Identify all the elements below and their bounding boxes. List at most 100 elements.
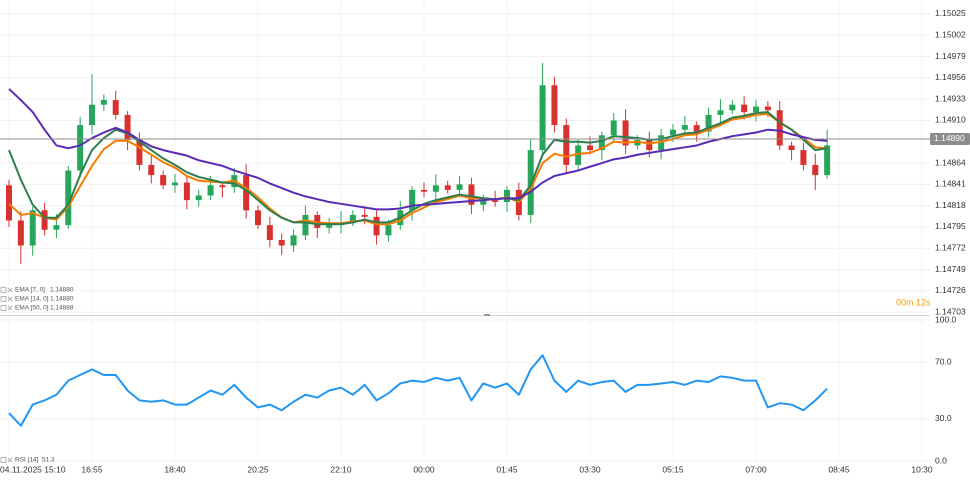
x-tick-label: 04.11.2025 15:10 <box>0 464 66 474</box>
legend-value: 1.14880 <box>50 287 74 294</box>
line <box>8 111 828 226</box>
current-price-box <box>930 132 970 145</box>
candle-body <box>172 182 178 186</box>
legend-value: 1.14880 <box>50 296 74 303</box>
y-tick-label: 1.14703 <box>935 306 966 316</box>
candle-body <box>243 175 250 211</box>
x-tick-label: 01:45 <box>496 464 518 474</box>
candle-body <box>432 185 439 192</box>
y-tick-label: 1.14795 <box>935 221 966 231</box>
legend-label: EMA [14, 0] <box>15 296 49 303</box>
candle-body <box>421 189 427 192</box>
legend-label: RSI [14] <box>15 457 39 464</box>
candle-body <box>41 210 48 230</box>
legend-icon <box>7 287 13 293</box>
candle-body <box>444 185 451 190</box>
candle-body <box>207 185 214 196</box>
candle-body <box>812 164 819 176</box>
candle-body <box>160 175 167 186</box>
y-tick-label: 70.0 <box>935 357 952 367</box>
y-tick-label: 100.0 <box>935 314 957 324</box>
candle-body <box>681 125 688 130</box>
candle-body <box>195 195 202 201</box>
candle-body <box>278 239 285 246</box>
legend-icon <box>7 296 13 302</box>
candle-body <box>302 214 309 236</box>
candle-body <box>504 189 510 202</box>
candle-body <box>788 145 795 151</box>
candle-body <box>764 106 771 111</box>
countdown: 00m 12s <box>896 297 931 307</box>
candle-body <box>100 100 107 105</box>
pane-handle <box>484 314 490 316</box>
candle-body <box>753 106 759 113</box>
x-tick-label: 18:40 <box>164 464 186 474</box>
candle-body <box>385 225 392 236</box>
legend-icon <box>7 457 13 463</box>
candle-body <box>65 170 72 226</box>
candle-body <box>824 145 831 176</box>
candle-body <box>148 164 155 176</box>
y-tick-label: 1.14841 <box>935 179 966 189</box>
candle-body <box>575 145 582 165</box>
x-tick-label: 08:45 <box>828 464 850 474</box>
x-tick-label: 05:15 <box>662 464 684 474</box>
candle-body <box>492 200 499 202</box>
candle-body <box>598 135 605 151</box>
candle-body <box>17 220 24 246</box>
candle-body <box>373 216 380 236</box>
candle-body <box>670 129 676 136</box>
x-tick-label: 03:30 <box>579 464 601 474</box>
candle-body <box>6 185 12 221</box>
candle-body <box>266 225 273 240</box>
candle-body <box>255 210 261 226</box>
legend-icon <box>0 287 7 293</box>
legend-label: EMA [7, 0] <box>15 287 45 294</box>
candle-body <box>136 139 143 165</box>
x-tick-label: 22:10 <box>330 464 352 474</box>
candle-body <box>77 125 84 171</box>
candle-body <box>610 120 617 136</box>
y-tick-label: 1.14864 <box>935 157 966 167</box>
candle-body <box>456 184 463 190</box>
legend-icon <box>7 305 13 311</box>
plot-area <box>0 63 930 427</box>
y-tick-label: 30.0 <box>935 413 952 423</box>
legend-value: 1.14888 <box>50 305 74 312</box>
y-tick-label: 1.15002 <box>935 29 966 39</box>
candle-body <box>219 185 226 188</box>
y-tick-label: 1.14933 <box>935 93 966 103</box>
y-tick-label: 0.0 <box>935 455 947 465</box>
y-tick-label: 1.14910 <box>935 115 966 125</box>
y-tick-label: 1.14749 <box>935 264 966 274</box>
candle-body <box>29 210 36 246</box>
candle-body <box>741 104 748 113</box>
line <box>8 354 828 427</box>
x-tick-label: 07:00 <box>745 464 767 474</box>
y-tick-label: 1.14726 <box>935 285 966 295</box>
candle-body <box>563 125 570 165</box>
y-tick-label: 1.14956 <box>935 72 966 82</box>
candle-body <box>361 214 368 217</box>
candle-body <box>776 110 783 146</box>
candle-body <box>717 110 724 115</box>
candle-body <box>480 200 487 205</box>
x-tick-label: 00:00 <box>413 464 435 474</box>
line <box>8 112 828 226</box>
candle-body <box>349 214 356 223</box>
candle-body <box>326 225 333 228</box>
legend-label: EMA [50, 0] <box>15 305 49 312</box>
current-price-label: 1.14890 <box>934 133 965 143</box>
y-tick-label: 1.14979 <box>935 51 966 61</box>
axes: 1.15025 1.15002 1.14979 1.14956 1.14933 1.149… <box>0 8 970 474</box>
y-tick-label: 1.14772 <box>935 243 966 253</box>
legend-icon <box>0 296 7 302</box>
candle-body <box>124 114 131 140</box>
candle-body <box>53 225 60 230</box>
legend-value: 51.3 <box>42 457 55 464</box>
candle-body <box>183 182 190 201</box>
candle-body <box>409 189 416 211</box>
grid <box>0 0 930 462</box>
